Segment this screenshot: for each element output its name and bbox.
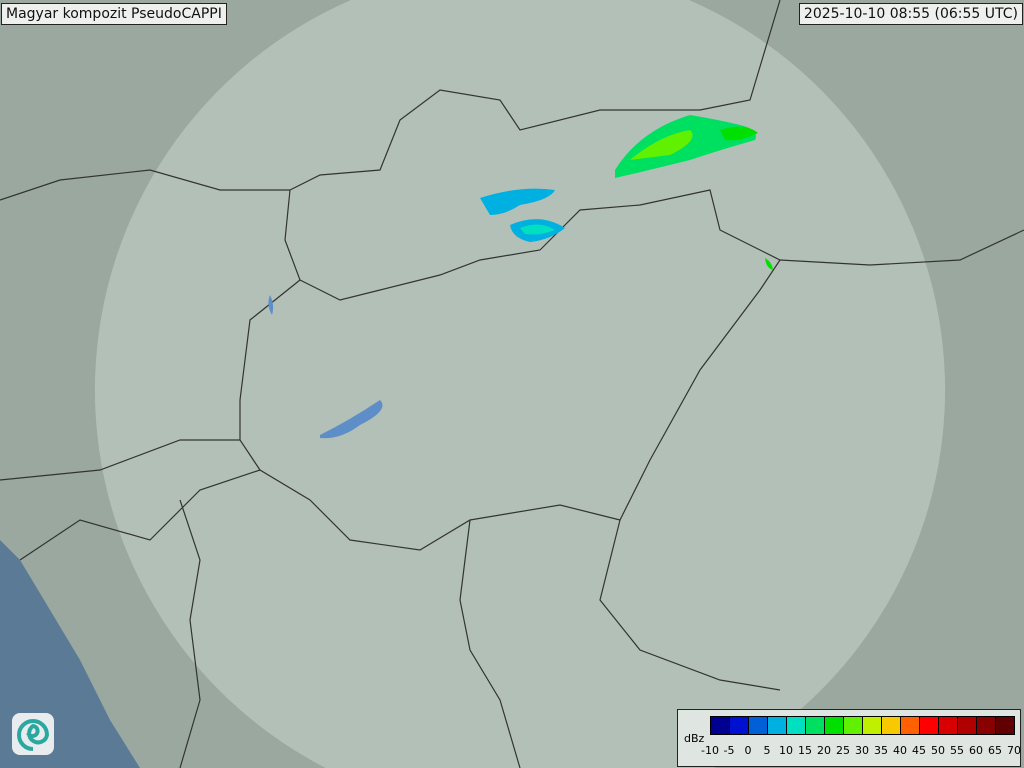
legend-swatch [825,717,844,734]
legend-swatch [844,717,863,734]
legend-swatch [939,717,958,734]
lake-neusiedl [268,295,274,315]
legend-tick-label: 45 [912,744,926,757]
legend-swatch [711,717,730,734]
adriatic-sea [0,540,140,768]
legend-swatch [901,717,920,734]
legend-tick-label: 30 [855,744,869,757]
legend-tick-label: 35 [874,744,888,757]
legend-tick-label: -10 [701,744,719,757]
legend-swatch [996,717,1014,734]
timestamp-label: 2025-10-10 08:55 (06:55 UTC) [798,3,1023,25]
legend-swatch [749,717,768,734]
legend-tick-label: -5 [723,744,735,757]
legend-swatch [768,717,787,734]
legend-tick-label: 10 [779,744,793,757]
legend-tick-label: 5 [763,744,771,757]
legend-tick-label: 0 [744,744,752,757]
legend-swatch [806,717,825,734]
radar-coverage-area [94,0,946,768]
legend-tick-label: 40 [893,744,907,757]
legend-tick-label: 60 [969,744,983,757]
legend-tick-label: 55 [950,744,964,757]
legend-tick-label: 20 [817,744,831,757]
dbz-legend: dBz -10 -5 0 5 10 15 20 25 30 35 40 45 50 55 60 65 70 [677,709,1021,767]
legend-swatch [920,717,939,734]
legend-tick-label: 70 [1007,744,1021,757]
legend-swatch [787,717,806,734]
legend-tick-label: 25 [836,744,850,757]
radar-echoes [480,115,773,270]
swirl-logo-icon [12,713,54,755]
legend-tick-label: 50 [931,744,945,757]
legend-swatch [730,717,749,734]
legend-tick-label: 65 [988,744,1002,757]
legend-swatch [977,717,996,734]
legend-swatch [882,717,901,734]
legend-swatch [863,717,882,734]
legend-unit: dBz [684,732,705,745]
legend-color-bar [710,716,1015,735]
legend-ticks: -10 -5 0 5 10 15 20 25 30 35 40 45 50 55 60 65 70 [700,744,1021,760]
lake-balaton [320,400,383,439]
legend-tick-label: 15 [798,744,812,757]
map-title: Magyar kompozit PseudoCAPPI [1,3,227,25]
legend-swatch [958,717,977,734]
